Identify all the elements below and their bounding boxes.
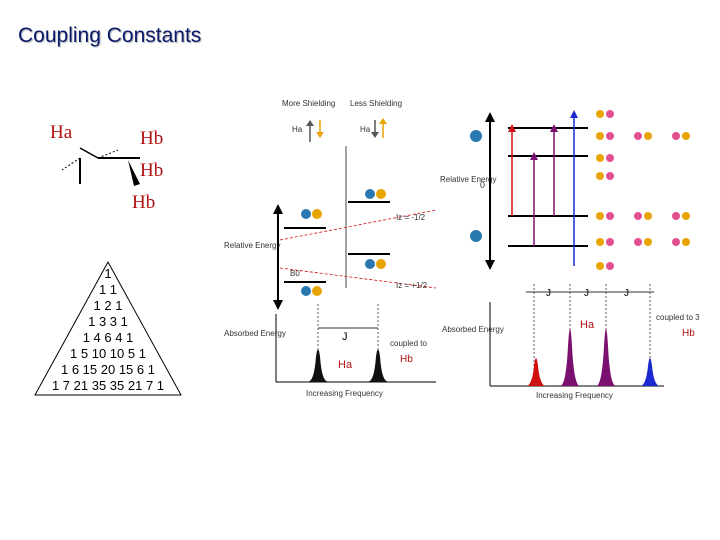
label-hb-1: Hb bbox=[140, 128, 164, 149]
j-label: J bbox=[546, 288, 551, 299]
spin-icon bbox=[470, 130, 482, 142]
pascal-row: 1 7 21 35 35 21 7 1 bbox=[51, 378, 165, 393]
peak-3 bbox=[596, 329, 616, 386]
pascal-row: 1 bbox=[104, 266, 112, 281]
zero-label: 0 bbox=[480, 180, 485, 190]
ha-small-label: Ha bbox=[292, 125, 303, 134]
arrow-up-icon bbox=[550, 124, 558, 132]
less-shielding-label: Less Shielding bbox=[350, 99, 402, 108]
spin-icon bbox=[376, 259, 386, 269]
label-ha: Ha bbox=[50, 122, 73, 143]
arrow-up-icon bbox=[306, 120, 314, 126]
peak-4 bbox=[640, 358, 660, 386]
pascal-row: 1 1 bbox=[98, 282, 118, 297]
pascal-triangle: 1 1 1 1 2 1 1 3 3 1 1 4 6 4 1 1 5 10 10 … bbox=[34, 260, 182, 396]
label-hb-3: Hb bbox=[132, 192, 156, 213]
hb-label: Hb bbox=[682, 328, 695, 339]
newman-bonds bbox=[61, 147, 140, 186]
pascal-row: 1 3 3 1 bbox=[88, 314, 128, 329]
arrow-up-icon bbox=[379, 118, 387, 124]
label-hb-2: Hb bbox=[140, 160, 164, 181]
coupled-to-label: coupled to bbox=[390, 339, 427, 348]
pascal-row: 1 2 1 bbox=[93, 298, 123, 313]
pascal-row: 1 4 6 4 1 bbox=[82, 330, 134, 345]
iz-pos-label: Iz = +1/2 bbox=[396, 281, 428, 290]
absorbed-energy-label: Absorbed Energy bbox=[442, 325, 504, 334]
relative-energy-label: Relative Energy bbox=[440, 175, 496, 184]
iz-neg-label: Iz = -1/2 bbox=[396, 213, 426, 222]
ha-label: Ha bbox=[338, 359, 353, 371]
more-shielding-label: More Shielding bbox=[282, 99, 335, 108]
arrow-up-icon bbox=[570, 110, 578, 118]
j-label: J bbox=[342, 331, 348, 343]
increasing-frequency-label: Increasing Frequency bbox=[306, 389, 383, 398]
arrow-down-icon bbox=[273, 300, 283, 310]
quartet-energy-diagram: Relative Energy 0 J J J Absorbed Energy bbox=[440, 110, 700, 400]
spin-icon bbox=[301, 286, 311, 296]
doublet-energy-diagram: More Shielding Less Shielding Ha Ha Rela… bbox=[224, 99, 437, 398]
j-label: J bbox=[584, 288, 589, 299]
arrow-down-icon bbox=[316, 132, 324, 138]
arrow-up-icon bbox=[273, 204, 283, 214]
relative-energy-label: Relative Energy bbox=[224, 241, 280, 250]
hb-label: Hb bbox=[400, 354, 413, 365]
slide-title: Coupling Constants bbox=[18, 24, 202, 47]
spin-states-grid bbox=[596, 110, 690, 270]
j-label: J bbox=[624, 288, 629, 299]
peak-1 bbox=[526, 358, 546, 386]
spin-icon bbox=[312, 286, 322, 296]
spin-icon bbox=[376, 189, 386, 199]
increasing-frequency-label: Increasing Frequency bbox=[536, 391, 613, 400]
pascal-row: 1 6 15 20 15 6 1 bbox=[61, 362, 155, 377]
arrow-up-icon bbox=[530, 152, 538, 160]
peak-2 bbox=[560, 329, 580, 386]
arrow-up-icon bbox=[508, 124, 516, 132]
newman-projection: Ha Hb Hb Hb bbox=[40, 118, 180, 218]
ha-label: Ha bbox=[580, 319, 595, 331]
arrow-down-icon bbox=[371, 132, 379, 138]
spin-icon bbox=[301, 209, 311, 219]
peak-right bbox=[367, 349, 389, 383]
arrow-down-icon bbox=[485, 260, 495, 270]
spin-icon bbox=[470, 230, 482, 242]
peak-left bbox=[307, 349, 329, 383]
ha-small-label: Ha bbox=[360, 125, 371, 134]
arrow-up-icon bbox=[485, 112, 495, 122]
triangle-outline bbox=[34, 260, 182, 396]
spin-icon bbox=[365, 259, 375, 269]
spin-icon bbox=[365, 189, 375, 199]
absorbed-energy-label: Absorbed Energy bbox=[224, 329, 286, 338]
b0-label: B0 bbox=[290, 269, 300, 278]
pascal-row: 1 5 10 10 5 1 bbox=[70, 346, 146, 361]
coupled-to-label: coupled to 3 bbox=[656, 313, 700, 322]
spin-icon bbox=[312, 209, 322, 219]
